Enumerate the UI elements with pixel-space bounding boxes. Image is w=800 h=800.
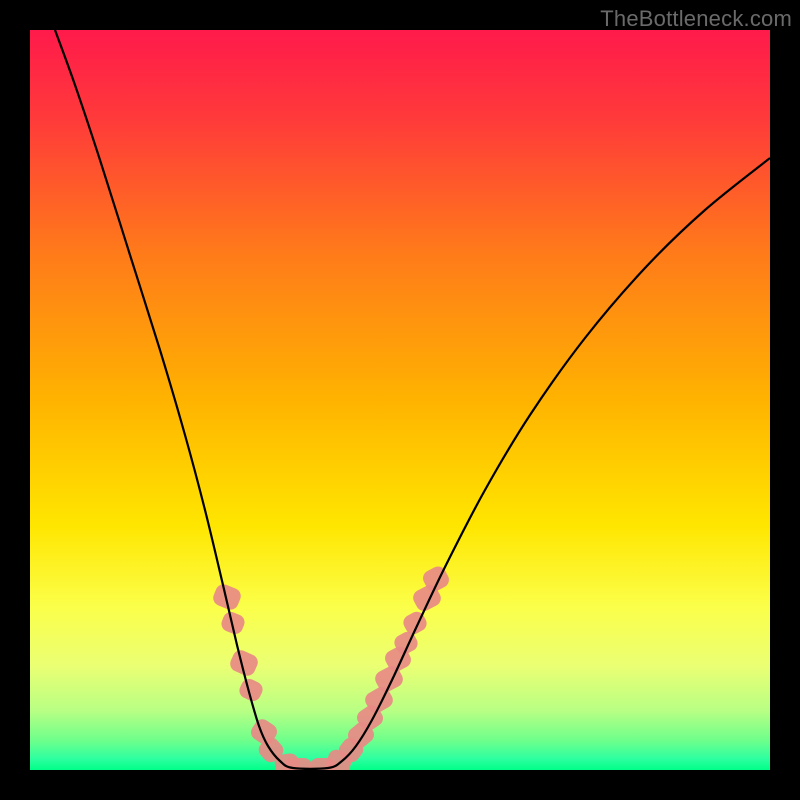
- figure: TheBottleneck.com: [0, 0, 800, 800]
- gradient-background: [30, 30, 770, 770]
- watermark-label: TheBottleneck.com: [600, 6, 792, 32]
- plot-area: [30, 30, 770, 770]
